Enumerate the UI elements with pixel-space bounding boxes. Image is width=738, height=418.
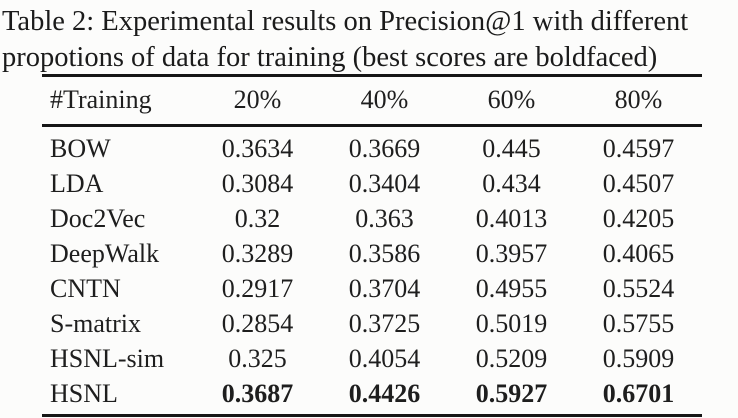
precision-value: 0.3404: [348, 168, 421, 198]
precision-value: 0.4065: [602, 238, 675, 268]
precision-value: 0.3687: [221, 378, 294, 408]
precision-value: 0.5755: [602, 308, 675, 338]
column-header-training: #Training: [42, 75, 194, 127]
column-header-percent: 20%: [194, 75, 321, 127]
precision-value: 0.2854: [221, 308, 294, 338]
method-name: Doc2Vec: [50, 203, 146, 233]
precision-value: 0.445: [482, 133, 541, 163]
precision-value: 0.5927: [475, 378, 548, 408]
table-caption: Table 2: Experimental results on Precisi…: [2, 4, 736, 76]
precision-value: 0.6701: [602, 378, 675, 408]
table-body: BOW 0.3634 0.3669 0.445 0.4597 LDA 0.3084 0.340…: [42, 126, 702, 416]
precision-value: 0.3669: [348, 133, 421, 163]
precision-value: 0.4013: [475, 203, 548, 233]
table-row: LDA 0.3084 0.3404 0.434 0.4507: [42, 166, 702, 201]
precision-value: 0.3704: [348, 273, 421, 303]
method-name: S-matrix: [50, 308, 141, 338]
caption-line-2: propotions of data for training (best sc…: [2, 42, 658, 73]
precision-value: 0.4507: [602, 168, 675, 198]
table-row: DeepWalk 0.3289 0.3586 0.3957 0.4065: [42, 236, 702, 271]
table-row: HSNL 0.3687 0.4426 0.5927 0.6701: [42, 376, 702, 416]
method-name: LDA: [50, 168, 104, 198]
column-header-percent: 40%: [321, 75, 448, 127]
precision-value: 0.5909: [602, 343, 675, 373]
precision-value: 0.4426: [348, 378, 421, 408]
method-name: HSNL: [50, 378, 118, 408]
column-header-percent: 80%: [575, 75, 702, 127]
precision-value: 0.3957: [475, 238, 548, 268]
table-row: Doc2Vec 0.32 0.363 0.4013 0.4205: [42, 201, 702, 236]
precision-value: 0.5209: [475, 343, 548, 373]
precision-value: 0.32: [234, 203, 281, 233]
table-row: HSNL-sim 0.325 0.4054 0.5209 0.5909: [42, 341, 702, 376]
method-name: HSNL-sim: [50, 343, 165, 373]
precision-value: 0.363: [355, 203, 414, 233]
precision-value: 0.3586: [348, 238, 421, 268]
precision-value: 0.4205: [602, 203, 675, 233]
precision-value: 0.3289: [221, 238, 294, 268]
table-row: BOW 0.3634 0.3669 0.445 0.4597: [42, 126, 702, 167]
column-header-percent: 60%: [448, 75, 575, 127]
precision-value: 0.3634: [221, 133, 294, 163]
table-row: CNTN 0.2917 0.3704 0.4955 0.5524: [42, 271, 702, 306]
method-name: CNTN: [50, 273, 121, 303]
precision-value: 0.2917: [221, 273, 294, 303]
precision-value: 0.5524: [602, 273, 675, 303]
results-table: #Training 20% 40% 60% 80% BOW 0.3634 0.3669 0.4…: [42, 74, 702, 417]
precision-value: 0.4597: [602, 133, 675, 163]
caption-line-1: Table 2: Experimental results on Precisi…: [2, 6, 689, 37]
precision-value: 0.434: [482, 168, 541, 198]
method-name: DeepWalk: [50, 238, 160, 268]
precision-value: 0.4955: [475, 273, 548, 303]
header-row: #Training 20% 40% 60% 80%: [42, 75, 702, 127]
method-name: BOW: [50, 133, 111, 163]
precision-value: 0.5019: [475, 308, 548, 338]
precision-value: 0.3084: [221, 168, 294, 198]
precision-value: 0.325: [228, 343, 287, 373]
precision-value: 0.4054: [348, 343, 421, 373]
precision-value: 0.3725: [348, 308, 421, 338]
table-row: S-matrix 0.2854 0.3725 0.5019 0.5755: [42, 306, 702, 341]
